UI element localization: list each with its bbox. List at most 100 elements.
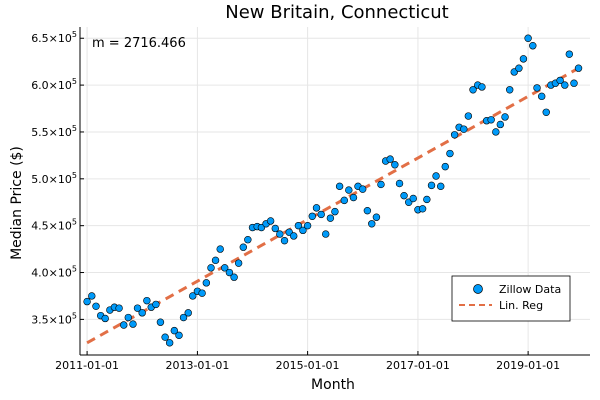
data-point — [317, 210, 325, 219]
y-tick-mantissa: 6.0×10 — [31, 79, 72, 92]
legend-marker-zillow — [473, 284, 483, 294]
data-point — [161, 333, 169, 341]
data-point — [179, 313, 188, 322]
data-point — [363, 206, 372, 215]
data-point — [230, 273, 238, 281]
data-points — [83, 34, 583, 347]
y-tick-exponent: 5 — [72, 124, 77, 133]
data-point — [124, 313, 132, 322]
regression-line — [86, 66, 580, 345]
y-axis-label: Median Price ($) — [9, 146, 25, 260]
data-point — [533, 84, 541, 92]
data-point — [88, 292, 96, 300]
data-point — [175, 331, 183, 340]
data-point — [437, 182, 445, 191]
y-tick-mantissa: 5.0×10 — [31, 173, 72, 186]
y-tick-mantissa: 4.0×10 — [31, 267, 72, 280]
data-point — [165, 339, 174, 347]
legend-label-zillow: Zillow Data — [499, 283, 561, 296]
slope-annotation: m = 2716.466 — [92, 36, 186, 51]
data-point — [101, 314, 109, 323]
data-point — [294, 221, 303, 230]
data-point — [464, 112, 473, 120]
data-point — [143, 296, 151, 305]
data-point — [184, 309, 192, 317]
y-tick-label: 4.0×105 — [31, 265, 77, 280]
data-point — [349, 193, 358, 202]
legend-box — [451, 275, 571, 322]
y-tick-label: 6.5×105 — [31, 30, 77, 45]
data-point — [266, 217, 275, 225]
data-point — [290, 232, 298, 240]
data-point — [487, 116, 495, 124]
data-point — [331, 207, 339, 216]
data-point — [423, 195, 431, 204]
data-point — [138, 309, 146, 317]
data-point — [542, 108, 550, 116]
y-tick-label: 5.0×105 — [31, 171, 77, 186]
data-point — [524, 34, 532, 42]
data-point — [225, 268, 234, 277]
data-point — [216, 245, 224, 253]
x-axis-label: Month — [311, 377, 355, 393]
data-point — [391, 161, 399, 169]
data-point — [368, 220, 376, 228]
data-point — [308, 212, 316, 221]
y-tick-mantissa: 6.5×10 — [31, 32, 72, 45]
data-point — [529, 42, 537, 50]
data-point — [460, 125, 468, 133]
data-point — [450, 131, 459, 139]
data-point — [492, 128, 500, 136]
data-point — [501, 113, 509, 121]
data-point — [152, 300, 160, 309]
data-point — [234, 259, 243, 267]
data-point — [506, 86, 514, 94]
data-point — [400, 191, 408, 200]
data-point — [207, 264, 215, 272]
y-tick-label: 3.5×105 — [31, 311, 77, 326]
x-tick-label: 2017-01-01 — [386, 359, 450, 372]
data-point — [469, 86, 477, 94]
x-tick-label: 2019-01-01 — [496, 359, 560, 372]
data-point — [312, 204, 321, 212]
data-point — [538, 92, 546, 101]
data-point — [133, 304, 142, 312]
data-point — [372, 213, 381, 221]
data-point — [377, 180, 385, 189]
data-point — [326, 214, 335, 222]
data-point — [156, 318, 165, 326]
data-point — [409, 194, 417, 203]
data-point — [358, 185, 367, 193]
data-point — [570, 79, 578, 87]
data-point — [432, 172, 440, 180]
data-point — [198, 289, 206, 297]
data-point — [299, 226, 307, 235]
data-point — [478, 83, 486, 91]
y-tick-exponent: 5 — [72, 77, 77, 86]
y-tick-label: 6.0×105 — [31, 77, 77, 92]
y-tick-exponent: 5 — [72, 218, 77, 227]
data-point — [211, 256, 220, 265]
data-point — [515, 64, 523, 72]
data-point — [202, 279, 211, 287]
data-point — [83, 297, 91, 306]
data-point — [556, 76, 564, 85]
data-point — [170, 326, 179, 335]
x-tick-labels: 2011-01-01 2013-01-01 2015-01-01 2017-01-01… — [55, 359, 560, 372]
data-point — [239, 243, 248, 251]
data-point — [386, 155, 394, 163]
y-tick-exponent: 5 — [72, 30, 77, 39]
data-point — [303, 221, 312, 230]
data-point — [565, 50, 574, 58]
data-point — [280, 236, 289, 245]
data-point — [335, 182, 344, 191]
regression-line-path — [86, 66, 580, 345]
y-tick-mantissa: 3.5×10 — [31, 313, 72, 326]
y-tick-exponent: 5 — [72, 265, 77, 274]
data-point — [427, 181, 436, 190]
x-tick-label: 2013-01-01 — [165, 359, 229, 372]
x-tick-label: 2011-01-01 — [55, 359, 119, 372]
legend-label-linreg: Lin. Reg — [499, 299, 543, 312]
y-tick-label: 4.5×105 — [31, 218, 77, 233]
